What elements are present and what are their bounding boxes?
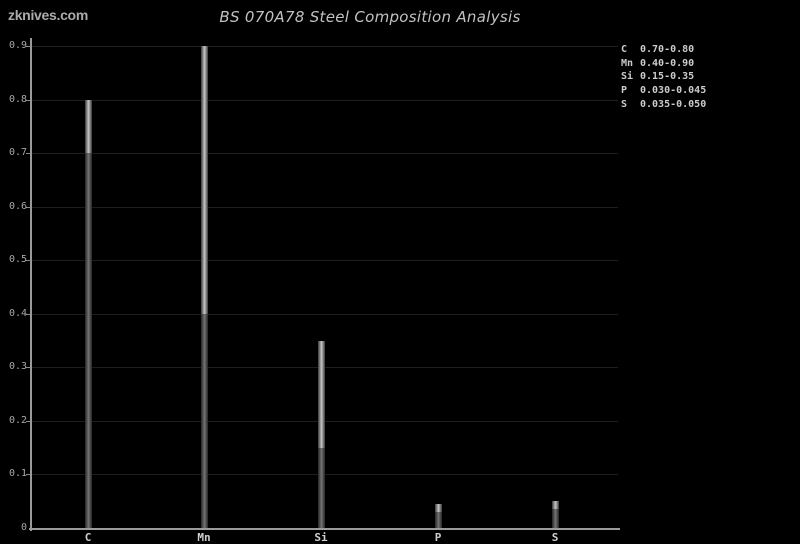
bar-S-base-segment	[552, 509, 559, 528]
x-tick-label-Si: Si	[314, 531, 328, 544]
gridline	[32, 367, 618, 368]
x-tick-label-Mn: Mn	[197, 531, 211, 544]
legend-item-S: S 0.035-0.050	[621, 98, 706, 112]
y-tick-label: 0.6	[8, 201, 27, 212]
legend: C 0.70-0.80 Mn 0.40-0.90 Si 0.15-0.35 P 0.030-0…	[621, 43, 706, 112]
y-axis-tick	[26, 474, 30, 475]
y-axis-tick	[26, 367, 30, 368]
bar-C-base-segment	[85, 153, 92, 528]
legend-symbol: Mn	[621, 57, 634, 69]
x-tick-label-S: S	[551, 531, 559, 544]
legend-range: 0.70-0.80	[640, 44, 695, 55]
legend-item-Mn: Mn 0.40-0.90	[621, 57, 706, 71]
y-axis-tick	[26, 100, 30, 101]
bar-S-range-segment	[552, 501, 559, 509]
chart-title: BS 070A78 Steel Composition Analysis	[219, 8, 521, 26]
y-axis-tick	[26, 153, 30, 154]
x-tick-label-C: C	[84, 531, 92, 544]
gridline	[32, 421, 618, 422]
gridline	[32, 260, 618, 261]
y-tick-label: 0.4	[8, 308, 27, 319]
bar-Si-base-segment	[318, 448, 325, 528]
y-axis-tick	[26, 46, 30, 47]
x-axis	[29, 528, 620, 530]
legend-item-C: C 0.70-0.80	[621, 43, 706, 57]
y-axis-tick	[26, 207, 30, 208]
bar-C-range-segment	[85, 100, 92, 153]
legend-range: 0.035-0.050	[640, 98, 707, 110]
y-axis-tick	[26, 260, 30, 261]
y-tick-label: 0.9	[8, 40, 27, 51]
gridline	[32, 46, 618, 47]
y-tick-label: 0.3	[8, 361, 27, 372]
y-tick-label: 0.5	[8, 254, 27, 265]
y-tick-label: 0	[20, 522, 27, 533]
gridline	[32, 474, 618, 475]
x-tick-label-P: P	[434, 531, 442, 544]
legend-range: 0.40-0.90	[640, 57, 695, 69]
gridline	[32, 207, 618, 208]
y-axis-tick	[26, 421, 30, 422]
y-tick-label: 0.1	[8, 468, 27, 479]
bar-P-range-segment	[435, 504, 442, 512]
legend-symbol: S	[621, 98, 628, 110]
y-axis-tick	[26, 314, 30, 315]
legend-symbol: C	[621, 44, 628, 55]
bar-P-base-segment	[435, 512, 442, 528]
bar-Si-range-segment	[318, 341, 325, 448]
y-tick-label: 0.2	[8, 415, 27, 426]
watermark: zknives.com	[8, 7, 88, 23]
y-tick-label: 0.8	[8, 94, 27, 105]
legend-symbol: Si	[621, 71, 634, 83]
legend-symbol: P	[621, 85, 628, 97]
gridline	[32, 100, 618, 101]
legend-item-Si: Si 0.15-0.35	[621, 70, 706, 84]
gridline	[32, 314, 618, 315]
bar-Mn-base-segment	[201, 314, 208, 528]
y-axis	[30, 38, 32, 531]
gridline	[32, 153, 618, 154]
legend-range: 0.030-0.045	[640, 85, 707, 97]
y-tick-label: 0.7	[8, 147, 27, 158]
bar-Mn-range-segment	[201, 46, 208, 314]
legend-range: 0.15-0.35	[640, 71, 695, 83]
legend-item-P: P 0.030-0.045	[621, 84, 706, 98]
